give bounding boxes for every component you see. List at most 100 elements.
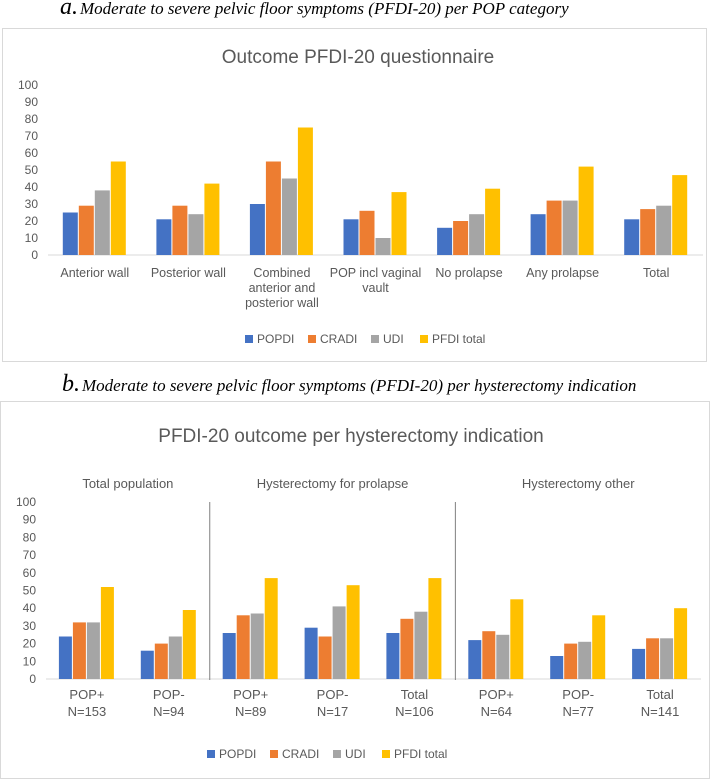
bar-cradi [646, 638, 660, 679]
bar-popdi [343, 219, 359, 255]
bar-udi [332, 606, 346, 679]
bar-udi [656, 205, 672, 255]
bar-pfdi-total [674, 608, 688, 679]
category-label: POP- [562, 687, 594, 702]
legend-swatch [207, 750, 215, 758]
bar-pfdi-total [510, 599, 524, 679]
bar-pfdi-total [204, 183, 220, 255]
y-tick-label: 50 [25, 163, 39, 177]
bar-pfdi-total [182, 610, 196, 679]
bar-cradi [72, 622, 86, 679]
bar-popdi [304, 627, 318, 679]
bar-udi [496, 634, 510, 680]
chart-a: Outcome PFDI-20 questionnaire 0 10 20 30 40 5… [18, 47, 703, 346]
bar-pfdi-total [297, 127, 313, 255]
bar-cradi [359, 210, 375, 255]
category-label: N=141 [641, 704, 680, 719]
bar-pfdi-total [346, 585, 360, 679]
category-label: N=64 [481, 704, 512, 719]
bar-pfdi-total [110, 161, 126, 255]
category-label: N=106 [395, 704, 434, 719]
chart-b: PFDI-20 outcome per hysterectomy indicat… [16, 426, 701, 761]
bar-popdi [62, 212, 78, 255]
bar-cradi [236, 615, 250, 679]
caption-b: b. Moderate to severe pelvic floor sympto… [62, 371, 636, 398]
category-label: Total [643, 266, 669, 280]
category-label: Posterior wall [151, 266, 226, 280]
bar-cradi [564, 643, 578, 679]
category-label: Total [401, 687, 429, 702]
category-label: N=94 [153, 704, 184, 719]
category-label: posterior wall [245, 296, 319, 310]
y-tick-label: 10 [25, 231, 39, 245]
bar-pfdi-total [100, 587, 114, 679]
y-tick-label: 20 [25, 214, 39, 228]
y-tick-label: 70 [25, 129, 39, 143]
caption-b-letter: b. [62, 371, 80, 397]
y-tick-label: 80 [25, 112, 39, 126]
chart-a-panel: Outcome PFDI-20 questionnaire 0 10 20 30 40 5… [2, 28, 707, 362]
caption-a-letter: a. [60, 0, 78, 20]
bar-udi [250, 613, 264, 679]
bar-pfdi-total [485, 188, 501, 255]
legend-label: UDI [383, 332, 404, 346]
bar-udi [414, 611, 428, 679]
legend-swatch [371, 335, 379, 343]
y-tick-label: 30 [23, 619, 37, 633]
bar-udi [86, 622, 100, 679]
category-label: POP- [317, 687, 349, 702]
category-label: POP+ [69, 687, 104, 702]
bar-popdi [530, 214, 546, 255]
y-tick-label: 80 [23, 530, 37, 544]
bar-pfdi-total [578, 166, 594, 255]
legend-swatch [333, 750, 341, 758]
category-label: N=17 [317, 704, 348, 719]
category-label: N=153 [68, 704, 107, 719]
bar-popdi [624, 219, 640, 255]
bar-cradi [482, 631, 496, 679]
bar-popdi [222, 633, 236, 679]
legend-label: CRADI [282, 747, 319, 761]
bar-udi [375, 238, 391, 255]
chart-b-title: PFDI-20 outcome per hysterectomy indicat… [158, 426, 543, 447]
caption-a: a. Moderate to severe pelvic floor sympto… [60, 0, 569, 21]
category-label: anterior and [249, 281, 316, 295]
category-label: vault [362, 281, 389, 295]
category-label: Anterior wall [60, 266, 129, 280]
legend-label: PFDI total [394, 747, 447, 761]
caption-b-text: Moderate to severe pelvic floor symptoms… [82, 376, 637, 395]
chart-b-panel: PFDI-20 outcome per hysterectomy indicat… [0, 401, 710, 779]
bar-udi [188, 214, 204, 255]
bar-cradi [453, 221, 469, 255]
caption-a-text: Moderate to severe pelvic floor symptoms… [80, 0, 569, 18]
y-tick-label: 20 [23, 637, 37, 651]
legend-swatch [420, 335, 428, 343]
legend-label: PFDI total [432, 332, 485, 346]
bar-popdi [386, 633, 400, 679]
y-tick-label: 60 [23, 566, 37, 580]
y-tick-label: 30 [25, 197, 39, 211]
bar-cradi [400, 618, 414, 679]
y-tick-label: 0 [29, 672, 36, 686]
group-label: Hysterectomy other [522, 476, 635, 491]
bar-cradi [154, 643, 168, 679]
bar-cradi [172, 205, 188, 255]
bar-cradi [318, 636, 332, 679]
bar-cradi [78, 205, 94, 255]
bar-pfdi-total [428, 578, 442, 679]
bar-udi [660, 638, 674, 679]
bar-pfdi-total [264, 578, 278, 679]
category-label: POP+ [479, 687, 514, 702]
y-tick-label: 40 [23, 601, 37, 615]
y-tick-label: 100 [18, 78, 38, 92]
bar-cradi [546, 200, 562, 255]
bar-udi [94, 190, 110, 255]
bar-cradi [265, 161, 281, 255]
bar-udi [281, 178, 297, 255]
legend-swatch [245, 335, 253, 343]
y-tick-label: 60 [25, 146, 39, 160]
y-tick-label: 50 [23, 584, 37, 598]
y-tick-label: 40 [25, 180, 39, 194]
y-tick-label: 90 [25, 95, 39, 109]
category-label: Any prolapse [526, 266, 599, 280]
